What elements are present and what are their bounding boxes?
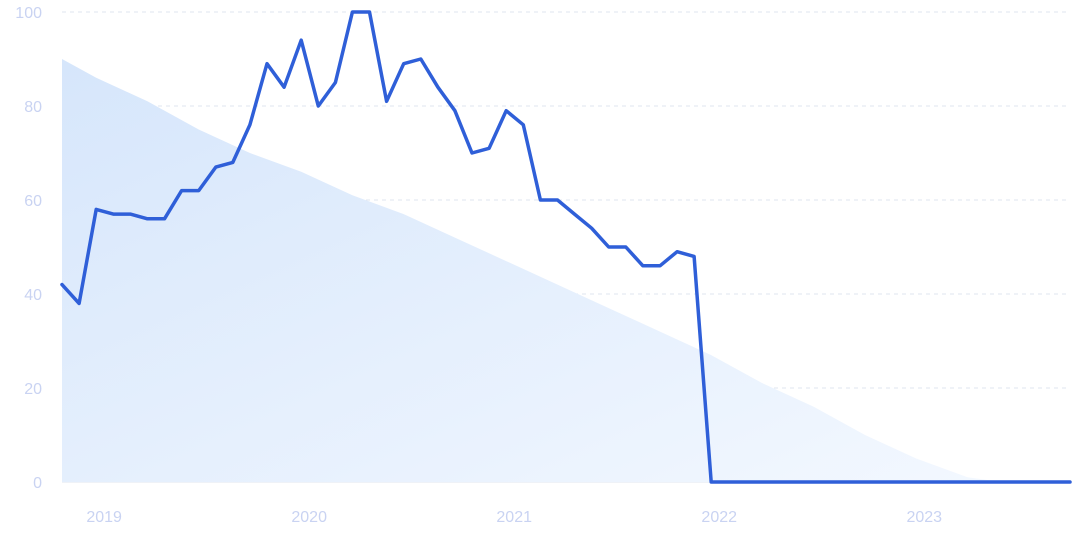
area-series <box>62 59 1002 482</box>
area-layer <box>62 59 1002 482</box>
y-tick-label: 40 <box>24 287 42 304</box>
y-tick-label: 60 <box>24 193 42 210</box>
y-tick-label: 0 <box>33 475 42 492</box>
line-series <box>60 10 1072 484</box>
y-tick-label: 100 <box>15 5 42 22</box>
x-tick-label: 2023 <box>906 509 942 526</box>
line-layer <box>60 10 1072 484</box>
x-tick-label: 2022 <box>701 509 737 526</box>
x-tick-label: 2021 <box>496 509 532 526</box>
x-axis-ticks: 2019 2020 2021 2022 2023 <box>86 509 942 526</box>
x-tick-label: 2019 <box>86 509 122 526</box>
y-axis-ticks: 0 20 40 60 80 100 <box>15 5 42 492</box>
y-tick-label: 20 <box>24 381 42 398</box>
x-tick-label: 2020 <box>291 509 327 526</box>
y-tick-label: 80 <box>24 99 42 116</box>
